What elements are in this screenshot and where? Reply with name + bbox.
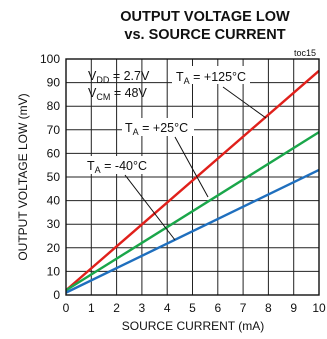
x-tick-label: 8 — [265, 301, 272, 315]
series-label-m40-leader — [124, 174, 176, 241]
plot-frame — [65, 58, 320, 296]
y-tick-label: 60 — [47, 146, 61, 160]
series-label-25-text: TA = +25°C — [125, 121, 188, 137]
series-label-25-leader — [174, 136, 209, 198]
series-label-m40: TA = -40°C — [84, 156, 176, 241]
series-label-125-leader — [222, 86, 267, 119]
y-tick-label: 90 — [47, 76, 61, 90]
x-tick-label: 2 — [113, 301, 120, 315]
x-tick-label: 3 — [139, 301, 146, 315]
y-axis-label: OUTPUT VOLTAGE LOW (mV) — [16, 93, 30, 260]
x-tick-label: 10 — [312, 301, 326, 315]
y-tick-label: 100 — [40, 52, 60, 66]
chart-title-line1: OUTPUT VOLTAGE LOW — [120, 9, 290, 25]
x-tick-label: 7 — [240, 301, 247, 315]
series-label-125: TA = +125°C — [172, 66, 267, 119]
corner-label: toc15 — [294, 48, 316, 58]
series-line-0 — [65, 69, 320, 292]
series-label-125-text: TA = +125°C — [176, 70, 246, 86]
x-tick-label: 6 — [214, 301, 221, 315]
y-tick-label: 0 — [53, 288, 60, 302]
y-tick-label: 50 — [47, 170, 61, 184]
y-tick-label: 30 — [47, 217, 61, 231]
x-axis-label: SOURCE CURRENT (mA) — [122, 319, 264, 333]
series-line-2 — [65, 168, 320, 294]
series-label-m40-text: TA = -40°C — [87, 159, 147, 175]
series-line-1 — [65, 131, 320, 292]
series-label-m40-bg — [84, 156, 150, 174]
vcm-annotation: VCM = 48V — [88, 86, 147, 102]
x-tick-label: 5 — [189, 301, 196, 315]
y-tick-label: 10 — [47, 264, 61, 278]
series-label-25-bg — [122, 118, 194, 136]
y-tick-label: 40 — [47, 194, 61, 208]
series-label-125-bg — [172, 66, 250, 84]
series-lines — [65, 69, 320, 294]
series-label-25: TA = +25°C — [122, 118, 209, 198]
x-tick-label: 9 — [290, 301, 297, 315]
y-tick-label: 20 — [47, 241, 61, 255]
x-tick-label: 1 — [88, 301, 95, 315]
chart-title-line2: vs. SOURCE CURRENT — [124, 27, 285, 43]
x-tick-label: 4 — [164, 301, 171, 315]
y-tick-label: 80 — [47, 99, 61, 113]
x-tick-label: 0 — [63, 301, 70, 315]
vdd-annotation: VDD = 2.7V — [88, 69, 150, 85]
y-tick-label: 70 — [47, 123, 61, 137]
